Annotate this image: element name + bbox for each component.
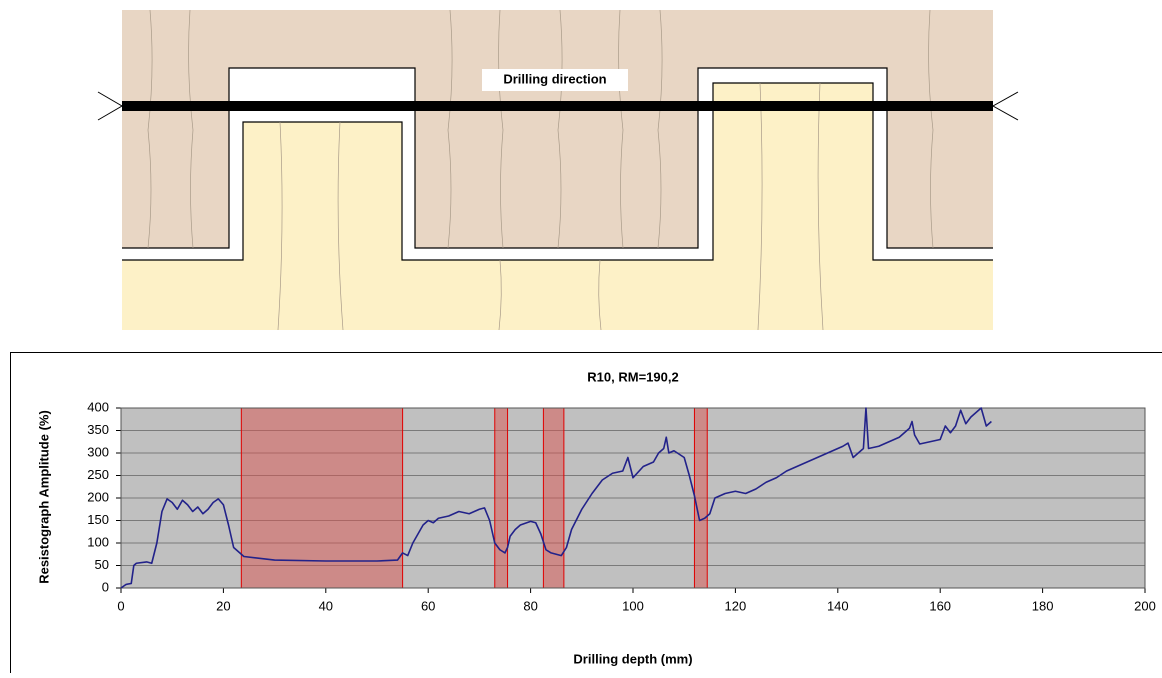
x-tick-label: 100 bbox=[622, 598, 644, 613]
wood-diagram: Drilling direction bbox=[98, 10, 1018, 330]
highlight-span bbox=[543, 408, 563, 588]
x-tick-label: 120 bbox=[725, 598, 747, 613]
y-tick-label: 50 bbox=[95, 557, 109, 572]
page: {"diagram": {"label": "Drilling directio… bbox=[0, 0, 1162, 673]
x-tick-label: 20 bbox=[216, 598, 230, 613]
figure: Drilling direction R10, RM=190,2 Drillin… bbox=[0, 0, 1162, 673]
y-tick-label: 250 bbox=[87, 467, 109, 482]
y-tick-label: 150 bbox=[87, 512, 109, 527]
x-tick-label: 60 bbox=[421, 598, 435, 613]
y-axis-label: Resistograph Amplitude (%) bbox=[36, 410, 51, 584]
diagram-label: Drilling direction bbox=[503, 71, 606, 86]
x-tick-label: 0 bbox=[117, 598, 124, 613]
y-tick-label: 100 bbox=[87, 534, 109, 549]
chart-title: R10, RM=190,2 bbox=[587, 369, 678, 384]
x-tick-label: 140 bbox=[827, 598, 849, 613]
x-tick-label: 40 bbox=[319, 598, 333, 613]
y-tick-label: 400 bbox=[87, 399, 109, 414]
drill-arrow-left bbox=[98, 92, 122, 120]
y-tick-label: 0 bbox=[102, 579, 109, 594]
highlight-span bbox=[694, 408, 707, 588]
x-axis-label: Drilling depth (mm) bbox=[573, 651, 692, 666]
x-tick-label: 200 bbox=[1134, 598, 1156, 613]
y-tick-label: 300 bbox=[87, 444, 109, 459]
x-tick-label: 80 bbox=[523, 598, 537, 613]
y-tick-label: 200 bbox=[87, 489, 109, 504]
x-tick-label: 160 bbox=[929, 598, 951, 613]
y-tick-label: 350 bbox=[87, 422, 109, 437]
x-tick-label: 180 bbox=[1032, 598, 1054, 613]
drill-bar bbox=[122, 101, 993, 111]
highlight-span bbox=[495, 408, 508, 588]
drill-arrow-right bbox=[993, 92, 1018, 120]
